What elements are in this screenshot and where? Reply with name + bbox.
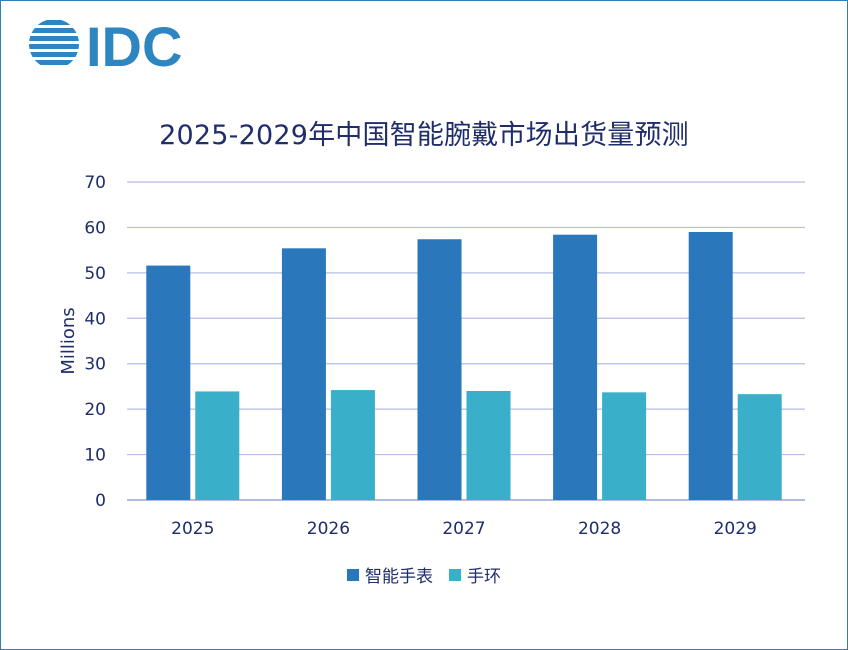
globe-icon <box>29 20 79 65</box>
legend-label-smartwatch: 智能手表 <box>365 567 433 587</box>
bar-band <box>330 390 375 500</box>
legend-label-band: 手环 <box>467 567 501 587</box>
y-tick-label: 0 <box>95 491 106 511</box>
legend-swatch-smartwatch <box>347 568 359 581</box>
bar-band <box>602 392 647 500</box>
logo-text: IDC <box>86 16 182 72</box>
x-tick-label: 2025 <box>171 519 214 539</box>
bar-smartwatch <box>688 231 733 500</box>
chart-legend: 智能手表 手环 <box>0 562 848 587</box>
x-tick-label: 2026 <box>307 519 350 539</box>
idc-logo: IDC <box>29 16 182 72</box>
y-tick-label: 10 <box>84 446 106 466</box>
chart-title: 2025-2029年中国智能腕戴市场出货量预测 <box>159 120 689 151</box>
bar-smartwatch <box>553 234 598 500</box>
legend-item-band: 手环 <box>449 562 501 587</box>
legend-item-smartwatch: 智能手表 <box>347 562 433 587</box>
bar-smartwatch <box>281 248 326 500</box>
bar-band <box>195 391 240 500</box>
y-axis-label: Millions <box>58 307 79 374</box>
x-tick-label: 2029 <box>714 519 757 539</box>
y-tick-label: 30 <box>84 355 106 375</box>
x-tick-label: 2028 <box>578 519 621 539</box>
legend-swatch-band <box>449 568 461 581</box>
y-tick-label: 50 <box>84 264 106 284</box>
bar-smartwatch <box>146 265 191 500</box>
y-tick-label: 60 <box>84 218 106 238</box>
bar-smartwatch <box>417 239 462 501</box>
y-tick-label: 70 <box>84 173 106 193</box>
x-tick-label: 2027 <box>442 519 485 539</box>
bar-band <box>737 394 782 500</box>
y-tick-label: 20 <box>84 400 106 420</box>
y-tick-label: 40 <box>84 309 106 329</box>
bar-band <box>466 390 511 500</box>
